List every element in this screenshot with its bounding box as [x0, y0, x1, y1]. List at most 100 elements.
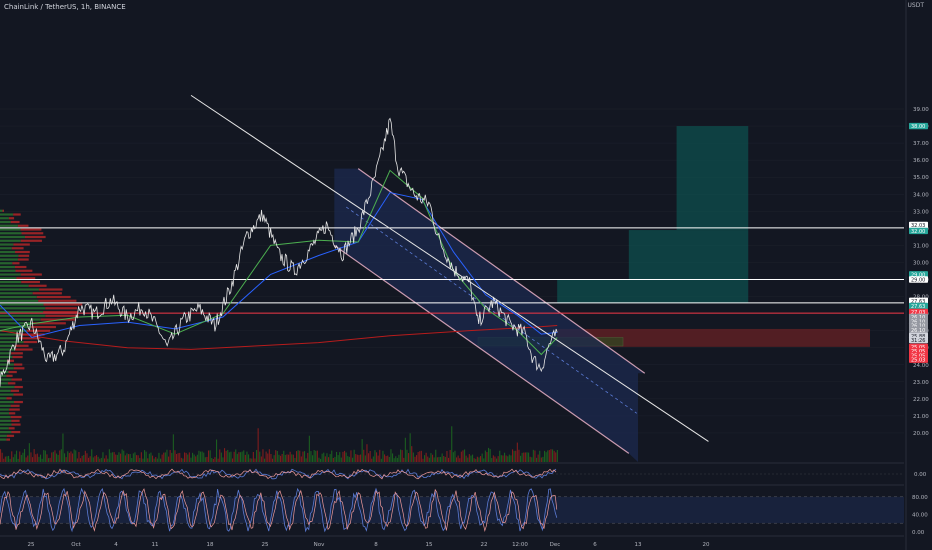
time-axis[interactable]: 25 Oct 4 11 18 25 Nov 8 15 22 12:00 Dec 6 13 20 — [28, 542, 710, 548]
volume-bar — [484, 450, 486, 462]
volume-bar — [52, 451, 54, 462]
profile-bar-down — [13, 393, 23, 396]
volume-bar — [496, 458, 498, 462]
volume-bar — [108, 449, 110, 462]
x-tick-label: 25 — [28, 542, 35, 548]
volume-bar — [356, 454, 358, 462]
profile-bar-down — [43, 310, 78, 314]
profile-bar-down — [9, 412, 16, 415]
volume-bar — [452, 452, 454, 462]
volume-bar — [278, 454, 280, 462]
volume-bar — [275, 450, 277, 462]
volume-bar — [180, 457, 182, 462]
volume-bar — [425, 452, 427, 462]
volume-bar — [252, 452, 254, 462]
volume-bar — [184, 452, 186, 462]
volume-bar — [500, 455, 502, 462]
y-tick-label: 30.00 — [913, 260, 929, 266]
volume-bar — [228, 452, 230, 462]
volume-bar — [320, 458, 322, 462]
profile-bar-up — [0, 314, 46, 317]
profile-bar-up — [0, 288, 40, 291]
volume-bar — [136, 455, 138, 462]
profile-bar-up — [0, 220, 11, 224]
volume-bar — [457, 455, 459, 462]
volume-bar — [251, 458, 253, 462]
y-tick-label: 24.00 — [913, 363, 929, 369]
profile-bar-down — [20, 228, 42, 231]
x-tick-label: Nov — [314, 542, 325, 548]
volume-bar — [358, 455, 360, 462]
profile-bar-up — [0, 265, 16, 269]
volume-bar — [430, 453, 432, 462]
osc2-tick: 40.00 — [912, 512, 928, 518]
volume-bar — [4, 456, 6, 462]
profile-bar-down — [22, 333, 45, 336]
volume-bar — [249, 458, 251, 462]
profile-bar-up — [0, 374, 7, 377]
volume-bar — [388, 457, 390, 462]
volume-bar — [265, 451, 267, 462]
profile-bar-up — [0, 333, 23, 336]
volume-bar — [76, 458, 78, 462]
price-labels: 38.0032.0332.0029.0029.0027.6327.6327.03… — [909, 122, 928, 364]
volume-bar — [459, 458, 461, 462]
profile-bar-up — [0, 400, 15, 404]
profile-bar-up — [0, 217, 9, 220]
volume-bar — [494, 456, 496, 462]
volume-bar — [80, 458, 82, 462]
profile-bar-down — [11, 430, 21, 434]
profile-bar-down — [23, 340, 38, 344]
volume-bar — [444, 456, 446, 462]
volume-bar — [291, 454, 293, 462]
volume-bar — [257, 428, 259, 462]
volume-bar — [371, 458, 373, 462]
descending-trendline[interactable] — [190, 94, 709, 442]
volume-bar — [502, 455, 504, 462]
profile-bar-down — [20, 239, 42, 242]
volume-bar — [387, 455, 389, 462]
profile-bar-down — [13, 367, 25, 370]
profile-bar-up — [0, 382, 8, 385]
volume-bar — [488, 447, 490, 462]
profile-bar-down — [32, 322, 66, 325]
price-label-bg — [909, 308, 928, 316]
price-label-text: 26.10 — [911, 319, 925, 325]
volume-bar — [217, 458, 219, 462]
profile-bar-down — [38, 299, 77, 302]
volume-bar — [318, 457, 320, 462]
volume-bar — [62, 433, 64, 462]
volume-bar — [342, 451, 344, 462]
volume-bar — [27, 455, 29, 462]
profile-bar-up — [0, 310, 44, 314]
y-tick-label: 28.00 — [913, 295, 929, 301]
volume-bar — [88, 457, 90, 462]
volume-bar — [516, 442, 518, 462]
volume-bar — [256, 450, 258, 462]
profile-bar-up — [0, 224, 18, 227]
volume-bar — [448, 457, 450, 462]
volume-bar — [132, 453, 134, 462]
volume-bar — [350, 450, 352, 462]
trendline[interactable] — [190, 94, 709, 442]
profile-bar-down — [6, 397, 12, 400]
volume-bar — [174, 450, 176, 462]
price-label-text: 27.03 — [911, 310, 925, 316]
target-zone — [628, 230, 749, 280]
osc2-line-d — [0, 488, 558, 533]
price-series — [0, 117, 558, 387]
profile-bar-up — [0, 273, 21, 276]
price-label-bg — [909, 122, 928, 130]
profile-bar-up — [0, 262, 13, 265]
volume-bar — [368, 453, 370, 462]
volume-bar — [289, 451, 291, 462]
volume-bar — [116, 454, 118, 462]
volume-bar — [204, 457, 206, 462]
volume-bar — [92, 457, 94, 462]
volume-bar — [73, 449, 75, 462]
volume-bar — [377, 455, 379, 462]
volume-bar — [166, 449, 168, 462]
volume-bar — [339, 452, 341, 462]
profile-bar-down — [11, 352, 23, 355]
